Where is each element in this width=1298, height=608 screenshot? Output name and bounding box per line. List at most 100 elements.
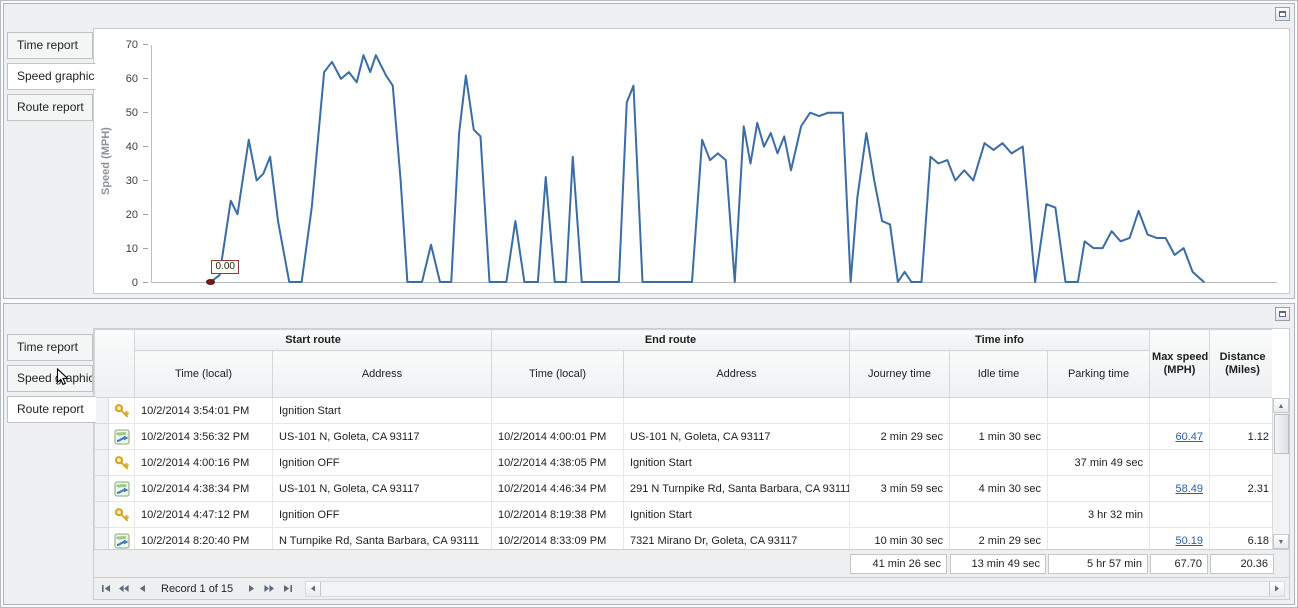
route-report-panel: Time report Speed graphic Route report — [3, 303, 1295, 605]
prev-page-icon — [119, 585, 129, 592]
vertical-scrollbar[interactable]: ▲ ▼ — [1272, 398, 1289, 549]
cell-idle: 1 min 30 sec — [949, 423, 1048, 450]
scroll-down-icon[interactable]: ▼ — [1273, 534, 1289, 549]
cell-journey: 3 min 59 sec — [849, 475, 950, 502]
group-time-info[interactable]: Time info — [848, 329, 1151, 351]
tab-speed-graphic[interactable]: Speed graphic — [7, 63, 96, 90]
scroll-right-icon[interactable] — [1269, 581, 1284, 596]
cell-parking: 3 hr 32 min — [1046, 501, 1151, 528]
table-row[interactable]: 10/2/2014 3:56:32 PM US-101 N, Goleta, CA… — [94, 423, 1272, 450]
group-start-route[interactable]: Start route — [134, 329, 492, 351]
next-record-button[interactable] — [243, 580, 260, 597]
prev-record-button[interactable] — [133, 580, 150, 597]
prev-page-button[interactable] — [115, 580, 132, 597]
first-record-icon — [101, 585, 110, 592]
cell-end-time: 10/2/2014 8:33:09 PM — [491, 527, 624, 549]
cell-start-time: 10/2/2014 3:56:32 PM — [134, 423, 273, 450]
horizontal-scrollbar[interactable] — [305, 580, 1285, 597]
next-record-icon — [248, 585, 254, 592]
y-tick-10: 10 — [108, 243, 148, 255]
maximize-icon — [1279, 311, 1286, 317]
last-record-button[interactable] — [279, 580, 296, 597]
last-record-icon — [283, 585, 292, 592]
table-row[interactable]: 10/2/2014 3:54:01 PM Ignition Start — [94, 397, 1272, 424]
max-speed-link[interactable]: 58.49 — [1175, 482, 1204, 495]
col-parking-time[interactable]: Parking time — [1046, 350, 1151, 398]
key-icon — [108, 449, 135, 476]
col-idle-time[interactable]: Idle time — [949, 350, 1048, 398]
col-distance-line2: (Miles) — [1225, 363, 1260, 376]
summary-idle-time: 13 min 49 sec — [950, 554, 1046, 574]
row-indicator — [94, 449, 109, 476]
record-navigator: Record 1 of 15 — [94, 577, 1289, 599]
row-indicator — [94, 501, 109, 528]
cell-end-time — [491, 397, 624, 424]
top-report-tabs: Time report Speed graphic Route report — [7, 32, 97, 125]
route-icon — [108, 423, 135, 450]
cell-parking — [1046, 475, 1151, 502]
max-speed-link[interactable]: 60.47 — [1175, 430, 1204, 443]
table-row[interactable]: 10/2/2014 8:20:40 PM N Turnpike Rd, Santa… — [94, 527, 1272, 549]
cell-idle: 4 min 30 sec — [949, 475, 1048, 502]
col-distance[interactable]: Distance (Miles) — [1209, 329, 1272, 398]
cell-end-address: 7321 Mirano Dr, Goleta, CA 93117 — [623, 527, 850, 549]
cell-journey: 10 min 30 sec — [849, 527, 950, 549]
cell-max-speed: 60.47 — [1149, 423, 1211, 450]
col-start-time[interactable]: Time (local) — [134, 350, 273, 398]
vertical-scrollbar-thumb[interactable] — [1274, 414, 1289, 454]
key-icon — [108, 501, 135, 528]
col-journey-time[interactable]: Journey time — [849, 350, 950, 398]
y-tick-30: 30 — [108, 175, 148, 187]
y-tick-50: 50 — [108, 107, 148, 119]
cell-start-time: 10/2/2014 8:20:40 PM — [134, 527, 273, 549]
col-end-address[interactable]: Address — [623, 350, 850, 398]
tab-time-report[interactable]: Time report — [7, 32, 93, 59]
tab-route-report[interactable]: Route report — [7, 396, 96, 423]
speed-graphic-panel: Time report Speed graphic Route report S… — [3, 3, 1295, 299]
cell-end-time: 10/2/2014 4:38:05 PM — [491, 449, 624, 476]
y-tick-60: 60 — [108, 73, 148, 85]
cell-distance: 1.12 — [1209, 423, 1272, 450]
summary-max-speed: 67.70 — [1150, 554, 1208, 574]
key-icon — [108, 397, 135, 424]
y-tick-0: 0 — [108, 277, 148, 289]
cell-max-speed: 50.19 — [1149, 527, 1211, 549]
y-axis-ticks: 0 10 20 30 40 50 60 70 — [94, 39, 151, 289]
col-max-speed-line1: Max speed — [1152, 350, 1209, 363]
col-distance-line1: Distance — [1219, 350, 1266, 363]
max-speed-link[interactable]: 50.19 — [1175, 534, 1204, 547]
col-start-address[interactable]: Address — [272, 350, 492, 398]
cell-start-address: US-101 N, Goleta, CA 93117 — [272, 475, 492, 502]
table-row[interactable]: 10/2/2014 4:38:34 PM US-101 N, Goleta, CA… — [94, 475, 1272, 502]
tab-speed-graphic[interactable]: Speed graphic — [7, 365, 93, 392]
cell-journey — [849, 397, 950, 424]
start-marker — [206, 279, 216, 285]
tab-route-report[interactable]: Route report — [7, 94, 93, 121]
cell-distance: 6.18 — [1209, 527, 1272, 549]
table-row[interactable]: 10/2/2014 4:47:12 PM Ignition OFF 10/2/201… — [94, 501, 1272, 528]
tab-time-report[interactable]: Time report — [7, 334, 93, 361]
col-end-time[interactable]: Time (local) — [491, 350, 624, 398]
cell-start-time: 10/2/2014 3:54:01 PM — [134, 397, 273, 424]
cell-end-time: 10/2/2014 4:00:01 PM — [491, 423, 624, 450]
record-counter: Record 1 of 15 — [161, 582, 234, 595]
panel-maximize-button[interactable] — [1275, 7, 1290, 21]
next-page-button[interactable] — [261, 580, 278, 597]
panel-maximize-button[interactable] — [1275, 307, 1290, 321]
scroll-up-icon[interactable]: ▲ — [1273, 398, 1289, 413]
maximize-icon — [1279, 11, 1286, 17]
group-end-route[interactable]: End route — [491, 329, 850, 351]
table-row[interactable]: 10/2/2014 4:00:16 PM Ignition OFF 10/2/201… — [94, 449, 1272, 476]
first-record-button[interactable] — [97, 580, 114, 597]
y-tick-70: 70 — [108, 39, 148, 51]
bottom-report-tabs: Time report Speed graphic Route report — [7, 334, 97, 427]
route-grid: Start route End route Time info Max spee… — [93, 328, 1290, 600]
speed-chart: Speed (MPH) 0 10 20 30 40 50 60 70 0.00 — [93, 28, 1290, 294]
scroll-left-icon[interactable] — [306, 581, 322, 596]
route-table: Start route End route Time info Max spee… — [94, 329, 1272, 549]
cell-max-speed: 58.49 — [1149, 475, 1211, 502]
cell-start-address: Ignition OFF — [272, 449, 492, 476]
route-icon — [108, 527, 135, 549]
col-max-speed[interactable]: Max speed (MPH) — [1149, 329, 1211, 398]
